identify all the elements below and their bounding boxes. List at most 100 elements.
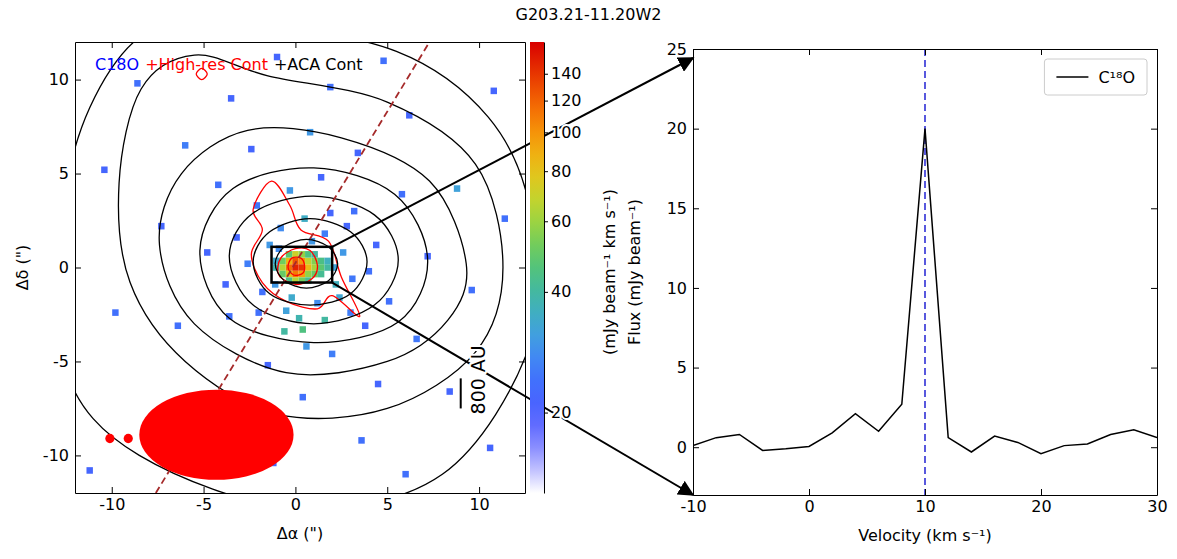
heatmap-cell bbox=[305, 251, 311, 258]
heatmap-cell bbox=[182, 142, 188, 149]
tick-label: 120 bbox=[551, 91, 582, 110]
heatmap-cell bbox=[413, 336, 419, 343]
tick-mark bbox=[1041, 49, 1042, 55]
tick-mark bbox=[693, 447, 699, 448]
tick-mark bbox=[544, 413, 548, 414]
tick-label: -10 bbox=[99, 495, 125, 514]
tick-mark bbox=[809, 49, 810, 55]
heatmap-cell bbox=[380, 58, 386, 65]
tick-mark bbox=[519, 455, 525, 456]
heatmap-cell bbox=[324, 258, 330, 265]
axis: -10-50510 bbox=[76, 487, 526, 514]
heatmap-cell bbox=[318, 174, 324, 181]
tick-mark bbox=[1151, 288, 1157, 289]
axis: -10 0 10 20 30 bbox=[680, 489, 1167, 516]
heatmap-cell bbox=[322, 230, 328, 237]
tick: 25 bbox=[667, 40, 699, 59]
tick-mark bbox=[544, 101, 548, 102]
beam bbox=[124, 434, 133, 443]
tick-mark bbox=[1151, 447, 1157, 448]
legend-entry: C18O bbox=[95, 55, 139, 74]
heatmap-cell bbox=[112, 309, 118, 316]
tick-label: 80 bbox=[551, 162, 571, 181]
tick-label: 20 bbox=[1031, 497, 1051, 516]
tick-label: 0 bbox=[291, 495, 301, 514]
contour bbox=[159, 128, 467, 375]
axis-line bbox=[76, 42, 526, 43]
tick-mark bbox=[693, 208, 699, 209]
legend-entry: +High-res Cont bbox=[145, 55, 268, 74]
tick: 60 bbox=[544, 212, 571, 231]
tick-mark bbox=[75, 361, 81, 362]
tick: -5 bbox=[53, 352, 81, 371]
heatmap-cell bbox=[454, 185, 460, 192]
legend-frame bbox=[1044, 59, 1147, 95]
tick-mark bbox=[1151, 368, 1157, 369]
tick: 100 bbox=[544, 123, 582, 142]
plot-area bbox=[693, 49, 1157, 495]
tick: 5 bbox=[383, 487, 393, 514]
tick-label: 10 bbox=[667, 279, 687, 298]
axis: -10-50510 bbox=[43, 43, 81, 494]
tick bbox=[809, 49, 810, 55]
axis bbox=[1151, 50, 1158, 496]
background bbox=[0, 0, 1177, 559]
tick bbox=[1151, 288, 1157, 289]
tick: -10 bbox=[43, 446, 81, 465]
tick-mark bbox=[519, 361, 525, 362]
tick-label: -10 bbox=[680, 497, 706, 516]
tick-label: 5 bbox=[677, 358, 687, 377]
colorbar bbox=[530, 42, 544, 493]
heatmap-cell bbox=[303, 343, 309, 350]
tick-mark bbox=[544, 74, 548, 75]
axis-line bbox=[76, 493, 526, 494]
heatmap-cell bbox=[355, 150, 361, 157]
heatmap-cell bbox=[296, 315, 302, 322]
heatmap-cell bbox=[329, 351, 335, 358]
contour bbox=[229, 196, 398, 324]
tick-mark bbox=[1151, 208, 1157, 209]
tick-mark bbox=[295, 42, 296, 48]
heatmap-cell bbox=[305, 264, 311, 271]
tick: 0 bbox=[804, 489, 814, 516]
tick bbox=[519, 455, 525, 456]
axis-line bbox=[544, 43, 545, 494]
tick-mark bbox=[1151, 49, 1157, 50]
scale-bar bbox=[460, 378, 462, 408]
tick-mark bbox=[75, 455, 81, 456]
heatmap-cell bbox=[305, 271, 311, 278]
y-axis-title: Δδ (") bbox=[13, 245, 32, 291]
axis-line bbox=[693, 50, 694, 496]
tick-label: 30 bbox=[1147, 497, 1167, 516]
tick-label: 20 bbox=[551, 403, 571, 422]
heatmap-cell bbox=[281, 328, 287, 335]
tick: 140 bbox=[544, 64, 582, 83]
tick bbox=[1151, 129, 1157, 130]
tick: 10 bbox=[469, 487, 489, 514]
tick bbox=[387, 42, 388, 48]
heatmap-cell bbox=[300, 394, 306, 401]
tick bbox=[519, 80, 525, 81]
beam bbox=[105, 434, 114, 443]
tick bbox=[519, 268, 525, 269]
figure: G203.21-11.20W2-10-50510-10-50510Δα (")Δ… bbox=[0, 0, 1177, 559]
tick-mark bbox=[479, 487, 480, 493]
heatmap-cell bbox=[204, 249, 210, 256]
heatmap-cell bbox=[292, 271, 298, 278]
tick bbox=[295, 42, 296, 48]
tick-mark bbox=[387, 487, 388, 493]
tick-label: 25 bbox=[667, 40, 687, 59]
tick: 10 bbox=[667, 279, 699, 298]
tick bbox=[925, 49, 926, 55]
heatmap-cell bbox=[101, 166, 107, 173]
tick bbox=[519, 174, 525, 175]
tick: 10 bbox=[915, 489, 935, 516]
heatmap-cell bbox=[305, 258, 311, 265]
tick-label: 100 bbox=[551, 123, 582, 142]
tick-mark bbox=[75, 268, 81, 269]
tick-mark bbox=[204, 42, 205, 48]
tick: -10 bbox=[99, 487, 125, 514]
x-axis-title: Velocity (km s⁻¹) bbox=[858, 526, 991, 545]
tick-mark bbox=[693, 129, 699, 130]
tick bbox=[204, 42, 205, 48]
